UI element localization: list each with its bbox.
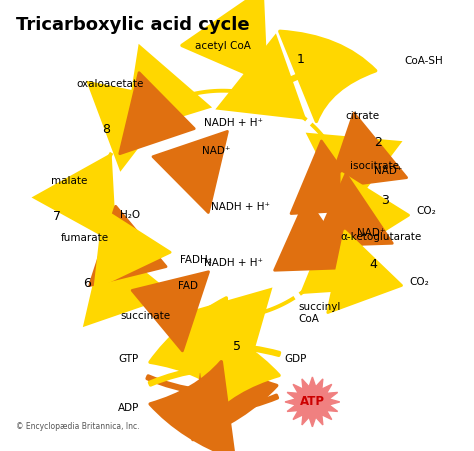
Text: 7: 7: [53, 210, 61, 222]
Polygon shape: [285, 377, 340, 427]
Text: succinyl
CoA: succinyl CoA: [298, 302, 341, 324]
Text: NADH + H⁺: NADH + H⁺: [204, 258, 263, 268]
Text: NAD⁺: NAD⁺: [374, 166, 402, 176]
Text: 4: 4: [370, 258, 378, 271]
Text: α-ketoglutarate: α-ketoglutarate: [341, 232, 422, 242]
Text: acetyl CoA: acetyl CoA: [195, 41, 251, 51]
Text: malate: malate: [51, 176, 87, 186]
Text: CO₂: CO₂: [416, 206, 436, 216]
Text: fumarate: fumarate: [60, 233, 109, 243]
Text: 6: 6: [83, 277, 91, 290]
Text: Tricarboxylic acid cycle: Tricarboxylic acid cycle: [16, 16, 249, 33]
Text: ATP: ATP: [300, 396, 325, 409]
Text: ADP: ADP: [118, 402, 139, 413]
Text: 2: 2: [374, 136, 383, 149]
Text: 3: 3: [382, 193, 389, 207]
Text: citrate: citrate: [346, 111, 380, 121]
Text: FAD: FAD: [178, 281, 198, 291]
Text: GTP: GTP: [118, 354, 139, 364]
Text: 8: 8: [102, 123, 110, 136]
Text: NADH + H⁺: NADH + H⁺: [204, 118, 263, 128]
Text: isocitrate: isocitrate: [350, 161, 399, 171]
Text: NAD⁺: NAD⁺: [357, 228, 385, 238]
Text: NADH + H⁺: NADH + H⁺: [211, 202, 270, 212]
Text: CO₂: CO₂: [409, 277, 429, 287]
Text: © Encyclopædia Britannica, Inc.: © Encyclopædia Britannica, Inc.: [16, 422, 139, 431]
Text: succinate: succinate: [120, 311, 170, 321]
Text: CoA-SH: CoA-SH: [404, 55, 443, 66]
Text: H₂O: H₂O: [120, 210, 140, 220]
Text: oxaloacetate: oxaloacetate: [76, 79, 144, 89]
Text: NAD⁺: NAD⁺: [202, 146, 230, 156]
Text: 5: 5: [233, 340, 241, 353]
Text: GDP: GDP: [285, 354, 307, 364]
Text: FADH₂: FADH₂: [181, 255, 212, 265]
Text: 1: 1: [297, 53, 305, 66]
